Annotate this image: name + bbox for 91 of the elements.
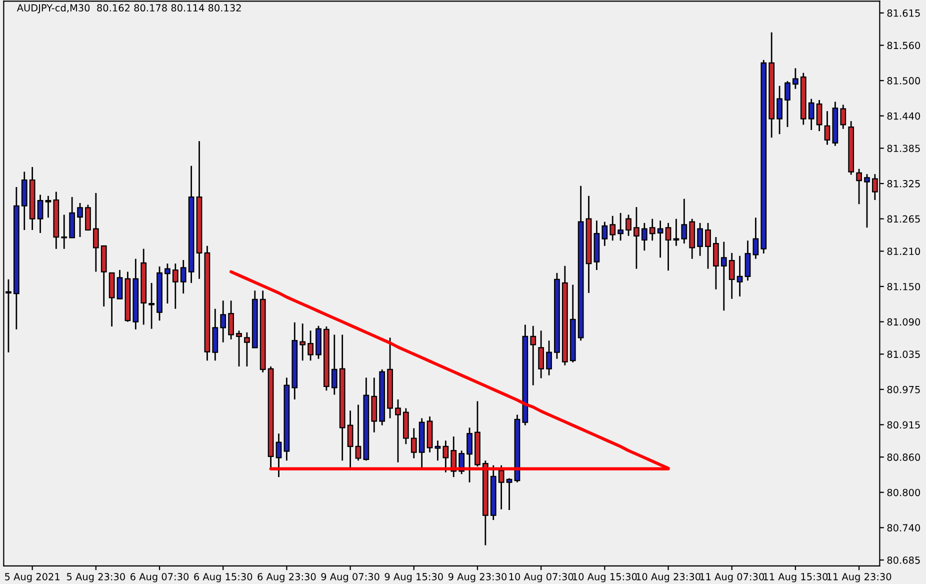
candlestick <box>856 168 862 205</box>
candlestick <box>610 215 616 242</box>
y-tick-label: 81.440 <box>887 112 920 120</box>
y-tick-label: 81.325 <box>887 180 920 188</box>
candlestick <box>546 340 552 376</box>
y-tick-label: 80.740 <box>887 524 920 532</box>
y-tick-label: 81.210 <box>887 248 920 256</box>
candlestick <box>752 216 759 260</box>
candlestick <box>776 85 782 135</box>
y-tick-label: 80.915 <box>887 421 920 429</box>
candlestick <box>602 221 608 247</box>
candlestick <box>410 428 417 459</box>
candlestick <box>300 322 306 362</box>
x-tick-label: 9 Aug 23:30 <box>448 573 507 582</box>
candlestick <box>442 440 449 474</box>
y-tick-label: 81.265 <box>887 215 920 223</box>
x-tick-label: 11 Aug 07:30 <box>700 573 764 582</box>
x-tick-label: 6 Aug 23:30 <box>258 573 316 582</box>
candlestick <box>355 404 362 462</box>
candlestick <box>308 330 314 362</box>
x-tick-label: 9 Aug 15:30 <box>384 573 443 582</box>
candlestick <box>466 426 472 484</box>
x-tick-label: 10 Aug 23:30 <box>636 573 700 582</box>
candlestick <box>395 398 401 464</box>
y-tick-label: 80.800 <box>887 488 920 496</box>
candlestick <box>681 198 688 244</box>
candlestick <box>744 240 751 282</box>
y-tick-label: 81.385 <box>887 144 920 152</box>
y-tick-label: 81.150 <box>887 282 920 290</box>
y-tick-label: 81.035 <box>887 350 920 358</box>
x-tick-label: 6 Aug 07:30 <box>130 573 189 582</box>
candlestick <box>77 202 83 238</box>
candlestick <box>665 222 672 272</box>
x-tick-label: 11 Aug 23:30 <box>827 573 892 582</box>
candlestick <box>808 98 814 131</box>
candlestick <box>276 432 282 478</box>
candlestick <box>92 192 99 272</box>
x-tick-label: 10 Aug 15:30 <box>572 573 637 582</box>
x-tick-label: 10 Aug 07:30 <box>509 573 574 582</box>
candlestick <box>728 252 735 300</box>
y-tick-label: 80.975 <box>887 386 920 394</box>
candlestick <box>816 99 822 132</box>
candlestick <box>61 214 68 250</box>
candlestick <box>434 440 441 462</box>
chart-title: AUDJPY-cd,M30 80.162 80.178 80.114 80.132 <box>16 4 241 14</box>
candlestick <box>864 173 870 228</box>
candlestick <box>148 282 154 330</box>
y-tick-label: 81.090 <box>887 318 920 326</box>
candlestick <box>331 334 338 396</box>
candlestick <box>244 332 250 368</box>
candlestick <box>824 110 830 146</box>
y-tick-label: 81.500 <box>887 77 920 84</box>
candlestick <box>37 194 44 234</box>
candlestick <box>85 204 91 232</box>
candlestick <box>538 330 544 379</box>
candlestick <box>498 464 504 510</box>
candlestick <box>116 269 123 300</box>
x-tick-label: 5 Aug 2021 <box>5 573 60 582</box>
y-tick-label: 80.685 <box>887 556 920 564</box>
candlestick <box>641 222 648 252</box>
y-tick-label: 81.560 <box>887 42 920 50</box>
candlestick <box>164 262 170 304</box>
candlestick <box>45 195 52 218</box>
candlestick <box>228 300 234 340</box>
candlestick <box>697 222 703 257</box>
x-tick-label: 5 Aug 23:30 <box>66 573 125 582</box>
x-tick-label: 9 Aug 07:30 <box>321 573 380 582</box>
x-tick-label: 6 Aug 15:30 <box>194 573 252 582</box>
candlestick <box>236 330 242 368</box>
candlestick <box>840 104 846 130</box>
candlestick <box>180 259 186 294</box>
y-tick-label: 80.860 <box>887 454 920 461</box>
candlestick <box>792 68 798 90</box>
candlestick <box>713 236 719 290</box>
candlestick <box>506 478 512 511</box>
candlestick <box>705 222 711 270</box>
candlestick <box>649 218 656 242</box>
candlestick <box>673 218 680 247</box>
candlestick <box>736 255 743 298</box>
candlestick <box>172 262 178 310</box>
candlestick <box>626 214 632 237</box>
candlestick <box>784 80 790 128</box>
candlestick <box>530 325 536 386</box>
candlestick <box>347 410 354 468</box>
candlestick <box>634 206 640 270</box>
y-tick-label: 81.615 <box>887 9 920 17</box>
candlestick <box>618 212 624 242</box>
candlestick <box>220 300 226 344</box>
candlestick <box>720 241 727 312</box>
candlestick <box>657 220 664 258</box>
x-tick-label: 11 Aug 15:30 <box>764 573 828 582</box>
